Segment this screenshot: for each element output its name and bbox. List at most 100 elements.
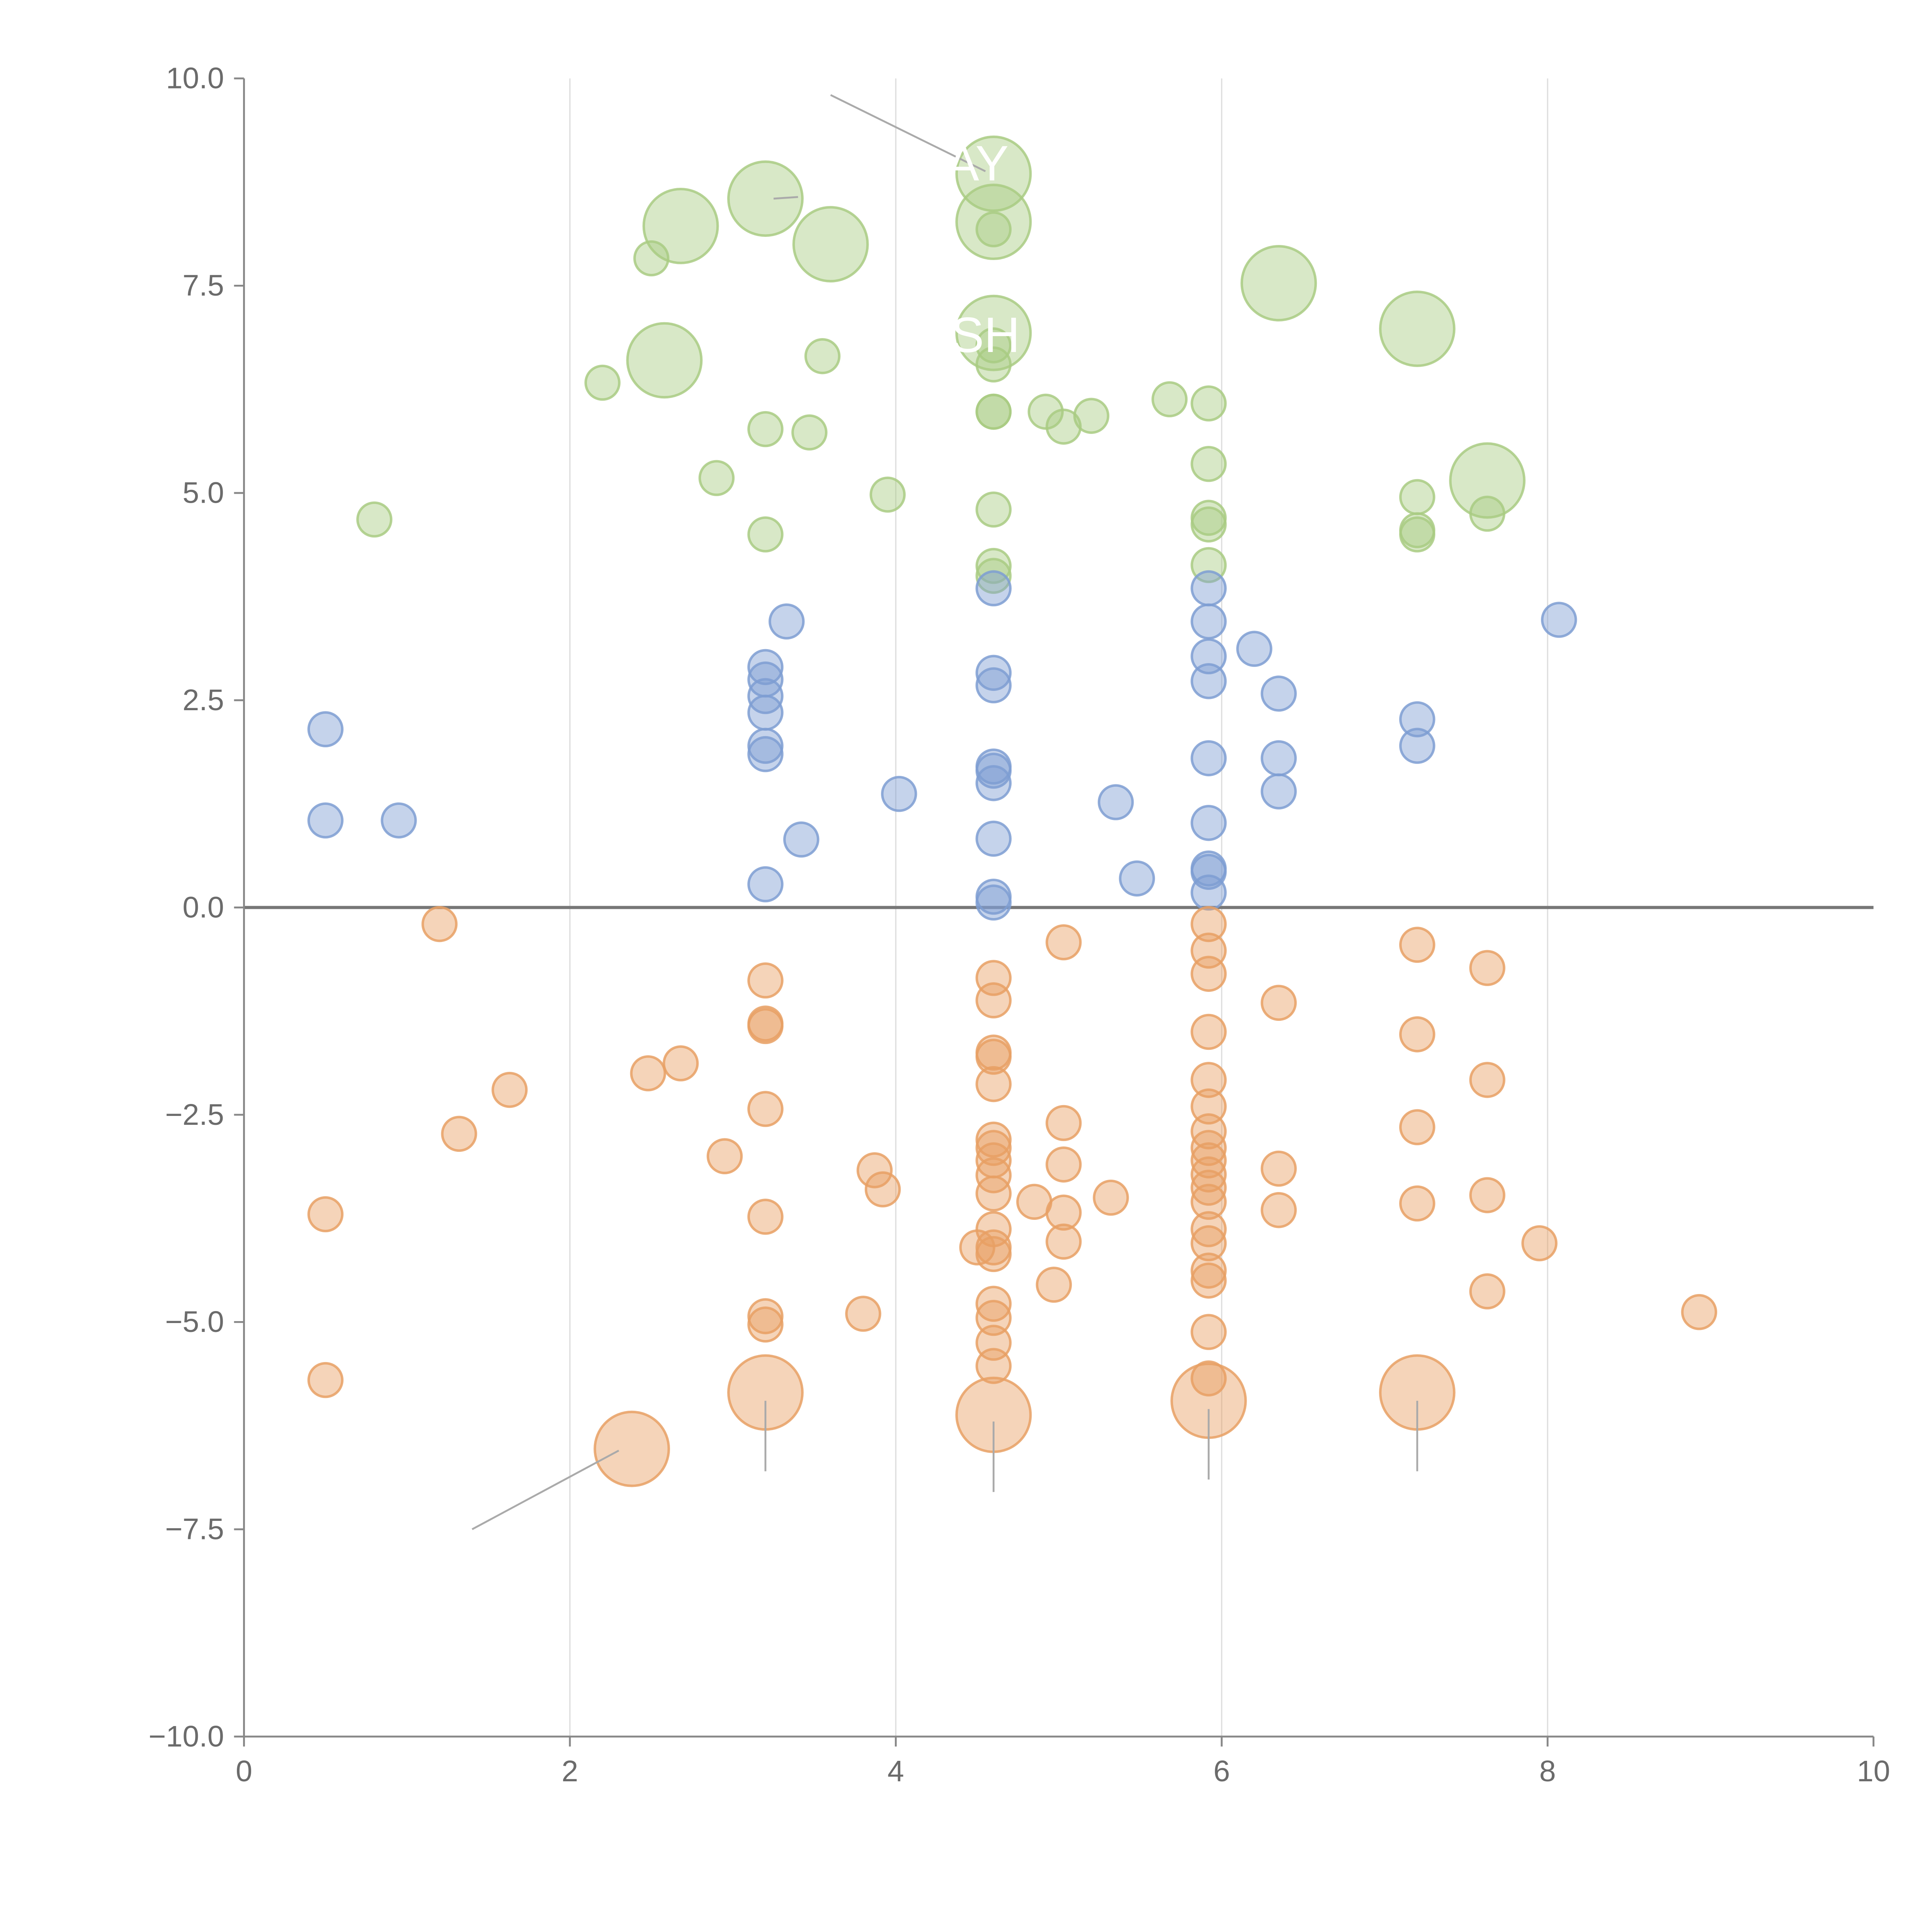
blue-point bbox=[307, 802, 344, 839]
orange-point bbox=[1190, 1130, 1227, 1166]
orange-point bbox=[1190, 1088, 1227, 1125]
orange-point bbox=[747, 1008, 784, 1044]
blue-point bbox=[1399, 728, 1435, 764]
orange-point bbox=[307, 1196, 344, 1233]
blue-point bbox=[975, 655, 1012, 691]
orange-point bbox=[1469, 1177, 1505, 1213]
green-point bbox=[1449, 442, 1526, 519]
blue-point bbox=[307, 711, 344, 747]
leader-line bbox=[471, 1449, 619, 1530]
blue-point bbox=[747, 736, 784, 772]
green-point bbox=[1240, 245, 1317, 321]
green-point bbox=[698, 460, 735, 496]
green-point bbox=[869, 476, 906, 513]
y-tick-label: 10.0 bbox=[166, 62, 224, 95]
orange-point bbox=[975, 1039, 1012, 1075]
blue-point bbox=[1190, 874, 1227, 911]
green-point bbox=[1045, 408, 1082, 445]
orange-point bbox=[845, 1296, 881, 1332]
orange-point bbox=[706, 1138, 743, 1174]
blue-point bbox=[1260, 740, 1297, 777]
green-point bbox=[1379, 291, 1456, 367]
x-tick-label: 10 bbox=[1857, 1755, 1890, 1788]
orange-point bbox=[959, 1229, 995, 1265]
green-point bbox=[584, 364, 621, 401]
y-tick-label: −5.0 bbox=[165, 1305, 224, 1338]
blue-point bbox=[747, 866, 784, 903]
orange-point bbox=[1399, 1016, 1435, 1053]
orange-point bbox=[747, 1091, 784, 1127]
orange-point bbox=[1190, 1062, 1227, 1098]
orange-point bbox=[864, 1171, 901, 1208]
orange-point bbox=[1036, 1267, 1072, 1303]
orange-point bbox=[1045, 924, 1082, 961]
blue-point bbox=[975, 820, 1012, 857]
annotation-label: SH bbox=[951, 307, 1020, 363]
green-point bbox=[975, 393, 1012, 430]
blue-point bbox=[975, 884, 1012, 921]
orange-point bbox=[975, 1175, 1012, 1212]
green-point bbox=[791, 414, 828, 451]
orange-point bbox=[1190, 1014, 1227, 1050]
blue-point bbox=[975, 765, 1012, 801]
axes bbox=[234, 77, 1874, 1747]
orange-point bbox=[975, 1121, 1012, 1158]
green-point bbox=[747, 516, 784, 553]
x-tick-label: 4 bbox=[888, 1755, 904, 1788]
y-tick-label: −10.0 bbox=[148, 1720, 224, 1753]
tick-labels: 0 2 4 6 8 10 −10.0 −7.5 −5.0 −2.5 0.0 2.5 5.0 7.5 10.0 bbox=[148, 62, 1890, 1788]
blue-point bbox=[747, 649, 784, 685]
x-tick-label: 8 bbox=[1539, 1755, 1556, 1788]
orange-point bbox=[975, 982, 1012, 1019]
blue-point bbox=[975, 752, 1012, 789]
blue-point bbox=[783, 821, 820, 858]
blue-point bbox=[1190, 570, 1227, 607]
green-point bbox=[975, 346, 1012, 383]
blue-point bbox=[1190, 638, 1227, 675]
orange-point bbox=[1469, 1062, 1505, 1098]
orange-point bbox=[1469, 1273, 1505, 1310]
blue-point bbox=[1190, 663, 1227, 699]
orange-point bbox=[747, 1306, 784, 1343]
orange-point bbox=[630, 1055, 667, 1092]
orange-point bbox=[594, 1410, 670, 1487]
blue-point bbox=[1236, 631, 1272, 667]
blue-point bbox=[1119, 860, 1155, 897]
blue-point bbox=[1097, 784, 1134, 820]
blue-point bbox=[1190, 740, 1227, 777]
orange-point bbox=[747, 1199, 784, 1235]
y-tick-label: −2.5 bbox=[165, 1098, 224, 1131]
green-point bbox=[626, 322, 703, 399]
green-point bbox=[1190, 446, 1227, 482]
x-tick-label: 2 bbox=[561, 1755, 578, 1788]
orange-point bbox=[1190, 1156, 1227, 1193]
orange-point bbox=[1190, 1211, 1227, 1247]
orange-point bbox=[441, 1116, 477, 1152]
orange-point bbox=[1399, 1185, 1435, 1222]
green-point bbox=[1190, 385, 1227, 422]
blue-point bbox=[1541, 602, 1577, 638]
green-point bbox=[975, 491, 1012, 528]
orange-point bbox=[492, 1071, 528, 1108]
green-point bbox=[1399, 479, 1435, 515]
orange-point bbox=[747, 962, 784, 999]
green-point bbox=[727, 160, 804, 237]
orange-point bbox=[1469, 950, 1505, 986]
green-point bbox=[792, 206, 869, 282]
orange-point bbox=[975, 1130, 1012, 1166]
blue-point bbox=[381, 802, 417, 839]
orange-point bbox=[1190, 1170, 1227, 1206]
orange-point bbox=[1190, 1142, 1227, 1179]
green-point bbox=[804, 338, 841, 374]
leader-line bbox=[773, 196, 798, 200]
orange-point bbox=[1681, 1294, 1718, 1330]
green-point bbox=[1151, 381, 1188, 418]
green-point bbox=[642, 187, 719, 264]
blue-point bbox=[1190, 805, 1227, 841]
orange-point bbox=[975, 1348, 1012, 1384]
green-point bbox=[1190, 506, 1227, 543]
orange-point bbox=[975, 1286, 1012, 1322]
green-point bbox=[1073, 398, 1110, 434]
orange-point bbox=[1045, 1105, 1082, 1141]
green-point bbox=[747, 411, 784, 447]
